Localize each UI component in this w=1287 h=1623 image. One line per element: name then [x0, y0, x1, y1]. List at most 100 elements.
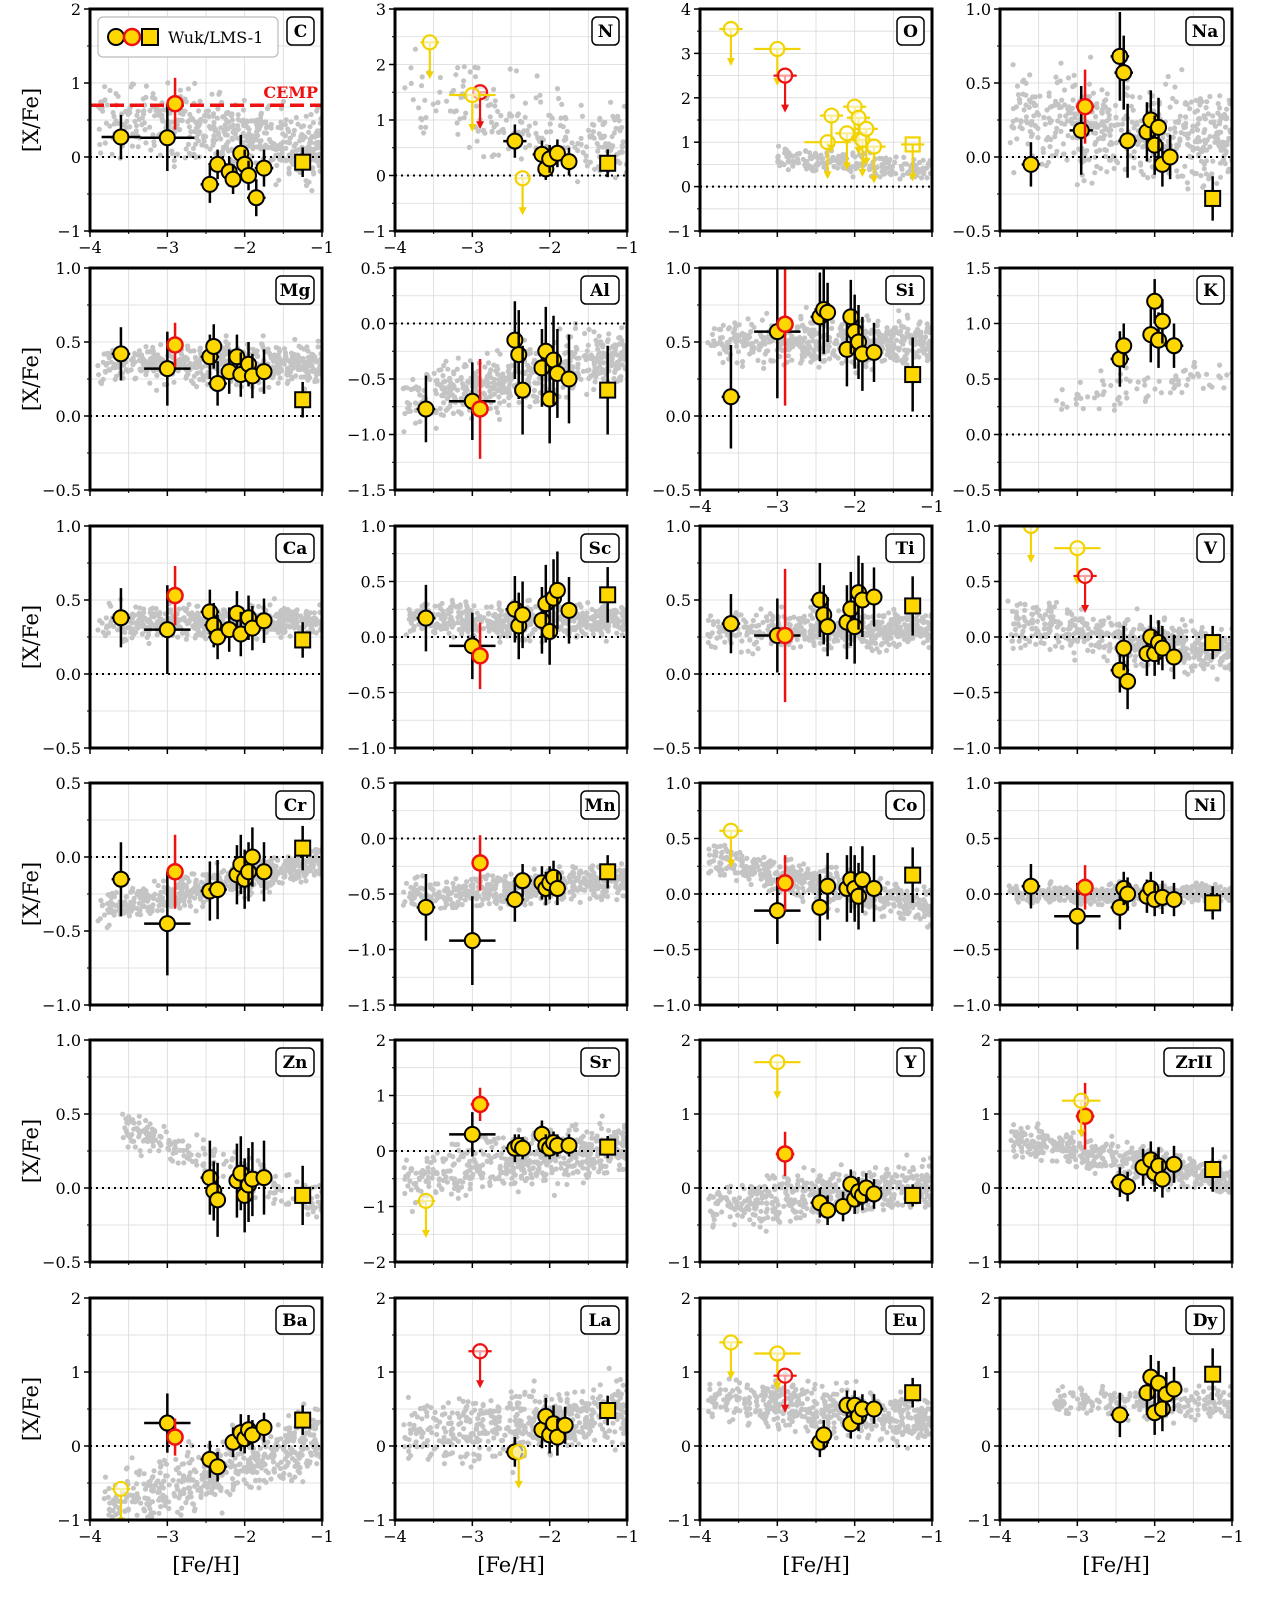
background-star: [122, 123, 128, 129]
x-tick-label: −3: [461, 238, 485, 257]
background-star: [267, 144, 273, 150]
plot-area: [1000, 268, 1232, 490]
background-star: [575, 365, 581, 371]
background-star: [615, 158, 621, 164]
y-tick-label: 0: [71, 148, 81, 167]
background-star: [192, 129, 198, 135]
background-star: [874, 164, 880, 170]
background-star: [495, 619, 501, 625]
lms1-point: [166, 94, 184, 113]
background-star: [522, 114, 528, 120]
background-star: [886, 170, 892, 176]
y-tick-label: 0.0: [361, 315, 386, 334]
background-star: [143, 140, 149, 146]
background-star: [460, 381, 466, 387]
background-star: [590, 631, 596, 637]
background-star: [612, 175, 619, 181]
background-star: [779, 160, 785, 166]
background-star: [451, 394, 458, 400]
y-tick-label: 0.5: [666, 333, 691, 352]
lms1-point: [776, 315, 794, 333]
background-star: [596, 370, 602, 376]
background-star: [1167, 390, 1174, 396]
background-star: [263, 142, 269, 148]
background-star: [913, 332, 920, 338]
background-star: [227, 124, 233, 130]
background-star: [316, 132, 322, 138]
background-star: [1134, 386, 1140, 392]
background-star: [1113, 114, 1119, 120]
background-star: [1108, 122, 1114, 128]
background-star: [1071, 150, 1077, 156]
background-star: [1068, 110, 1074, 116]
background-star: [283, 353, 289, 359]
background-star: [1177, 136, 1183, 142]
background-star: [1184, 382, 1190, 388]
background-star: [1053, 397, 1060, 404]
background-star: [266, 136, 273, 143]
background-star: [467, 69, 473, 75]
background-star: [1070, 97, 1076, 103]
background-star: [591, 361, 597, 367]
background-star: [303, 608, 310, 614]
y-axis-label: [X/Fe]: [19, 347, 43, 411]
element-label: O: [903, 22, 918, 42]
background-star: [1111, 165, 1117, 172]
background-star: [171, 164, 177, 170]
background-star: [196, 122, 202, 128]
x-tick-label: −1: [615, 238, 639, 257]
background-star: [1201, 113, 1207, 119]
background-star: [1060, 141, 1066, 147]
background-star: [256, 603, 262, 610]
lms1-point: [471, 400, 489, 418]
background-star: [210, 111, 217, 117]
background-star: [1212, 139, 1218, 145]
background-star: [461, 115, 467, 121]
background-star: [807, 150, 813, 156]
background-star: [836, 332, 842, 338]
background-star: [274, 162, 280, 168]
background-star: [106, 355, 112, 361]
background-star: [283, 145, 289, 151]
background-star: [171, 157, 177, 164]
background-star: [762, 341, 768, 347]
background-star: [866, 317, 872, 323]
background-star: [1208, 119, 1214, 125]
background-star: [412, 420, 419, 426]
background-star: [1217, 362, 1223, 368]
background-star: [197, 361, 203, 367]
y-tick-label: 0.5: [361, 573, 386, 592]
background-star: [270, 141, 276, 147]
background-star: [835, 355, 841, 361]
background-star: [221, 129, 227, 135]
background-star: [307, 359, 313, 365]
background-star: [95, 363, 101, 369]
background-star: [1078, 395, 1084, 401]
background-star: [785, 353, 792, 359]
background-star: [185, 119, 191, 125]
background-star: [808, 166, 815, 172]
background-star: [782, 150, 788, 156]
background-star: [466, 144, 472, 150]
background-star: [221, 607, 228, 613]
background-star: [188, 378, 195, 384]
background-star: [196, 108, 202, 114]
background-star: [409, 612, 415, 618]
background-star: [1054, 125, 1060, 131]
y-tick-label: 0.0: [56, 407, 81, 426]
background-star: [1014, 83, 1021, 89]
background-star: [725, 326, 732, 332]
background-star: [558, 617, 565, 623]
upper-limit-marker: [464, 86, 481, 104]
background-star: [455, 409, 462, 415]
background-star: [603, 141, 609, 147]
background-star: [563, 116, 569, 122]
background-star: [501, 618, 507, 624]
background-star: [1206, 382, 1213, 388]
element-label-box: [1196, 275, 1225, 305]
background-star: [157, 152, 163, 158]
background-star: [203, 143, 209, 149]
background-star: [796, 150, 803, 157]
background-star: [451, 109, 457, 115]
background-star: [1204, 99, 1210, 105]
